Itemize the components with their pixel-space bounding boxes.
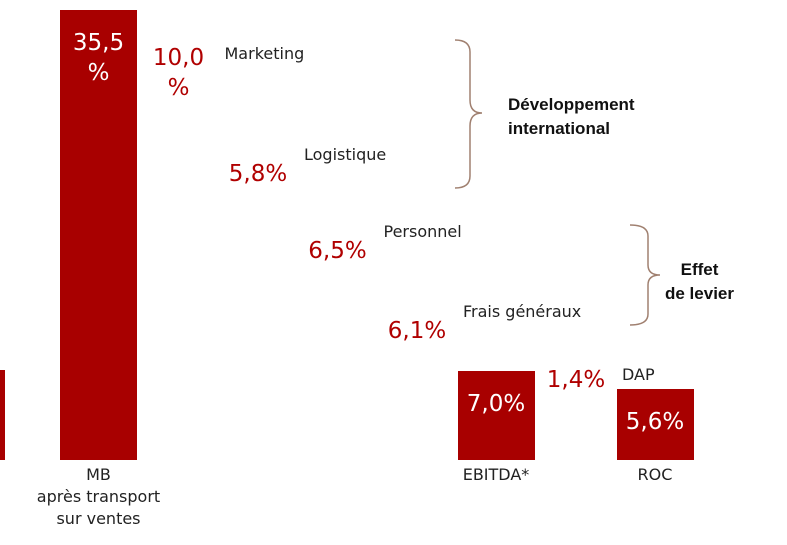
- bar: 35,5 %: [60, 10, 137, 460]
- category-label: Logistique: [304, 144, 387, 164]
- category-label: MB après transport sur ventes: [36, 465, 161, 528]
- category-label: EBITDA*: [462, 465, 530, 484]
- value-label: 6,1%: [387, 318, 447, 345]
- value-label: 6,5%: [308, 238, 367, 265]
- step-box: 1,4%: [537, 367, 614, 393]
- value-label: 1,4%: [546, 367, 606, 394]
- bracket: [454, 39, 483, 189]
- annotation: Développement international: [508, 95, 635, 138]
- bracket: [629, 224, 661, 326]
- annotation: Effet de levier: [665, 260, 734, 303]
- step-box: 6,1%: [378, 292, 455, 370]
- category-label: Marketing: [224, 44, 305, 64]
- category-label: Personnel: [383, 222, 462, 242]
- value-label: 5,8%: [228, 160, 288, 187]
- category-label: Frais généraux: [463, 302, 582, 322]
- value-label: 10,0 %: [152, 45, 205, 102]
- category-label: ROC: [637, 465, 673, 484]
- value-label: 7,0%: [466, 391, 526, 418]
- step-box: 6,5%: [298, 210, 376, 293]
- bar: 7,0%: [457, 371, 535, 460]
- step-box: 10,0 %: [139, 10, 217, 137]
- bar: 5,6%: [616, 389, 694, 460]
- category-label: DAP: [622, 365, 655, 385]
- cropped-bar: [0, 370, 5, 460]
- value-label: 5,6%: [625, 409, 685, 435]
- step-box: 5,8%: [219, 136, 296, 211]
- value-label: 35,5 %: [72, 30, 125, 86]
